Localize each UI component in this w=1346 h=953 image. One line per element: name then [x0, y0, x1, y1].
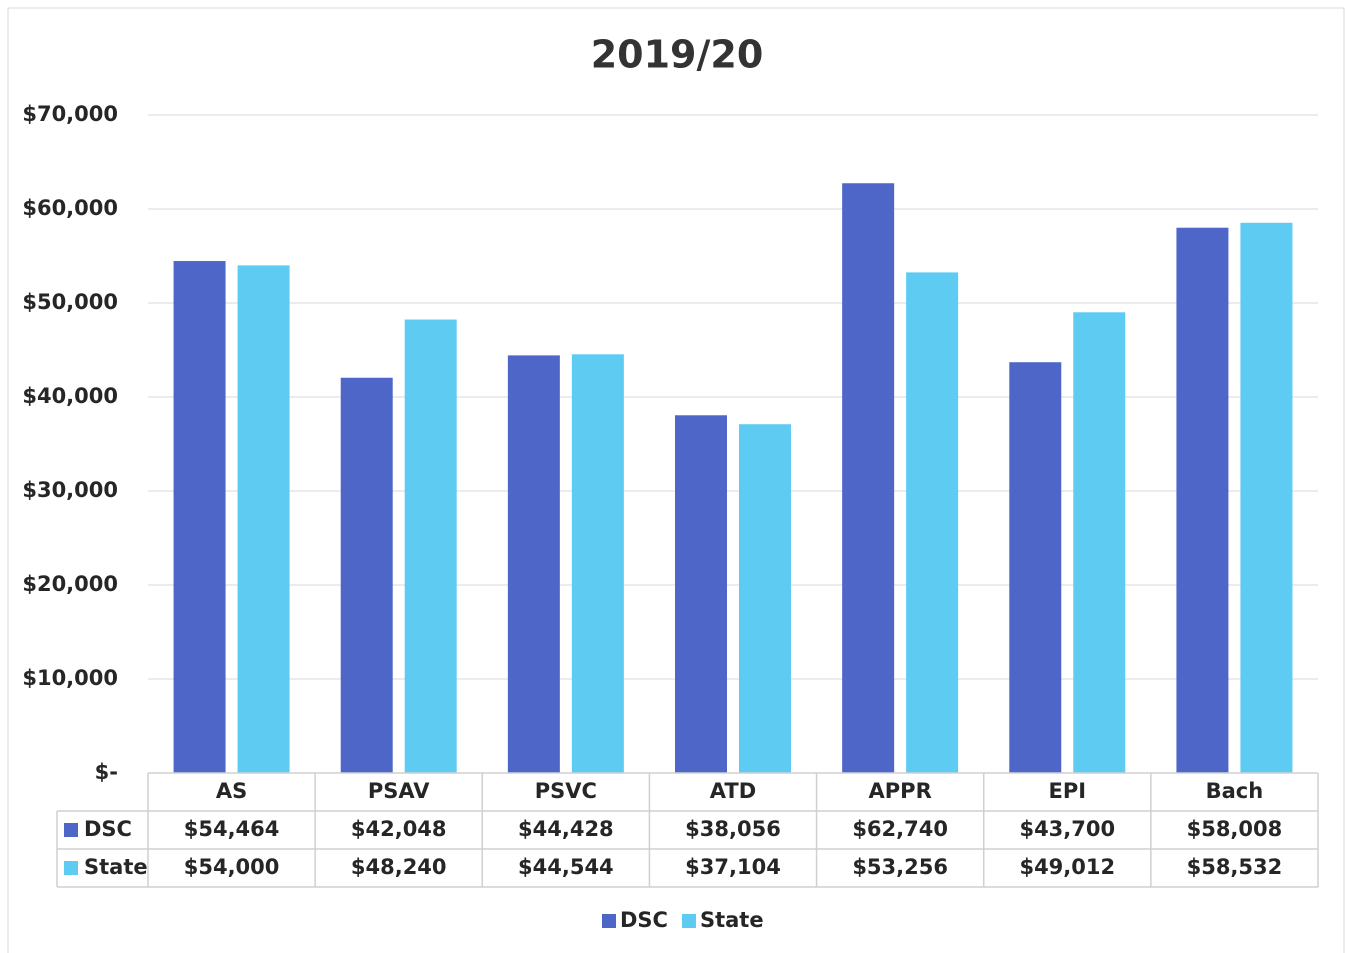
legend-label: DSC [620, 908, 668, 932]
chart-title: 2019/20 [591, 33, 764, 77]
bar [1009, 362, 1062, 773]
y-tick-label: $10,000 [22, 666, 118, 690]
data-label: $54,464 [184, 817, 280, 841]
data-label: $58,008 [1187, 817, 1283, 841]
y-tick-label: $20,000 [22, 572, 118, 596]
data-label: $43,700 [1019, 817, 1115, 841]
data-label: $42,048 [351, 817, 447, 841]
y-tick-label: $40,000 [22, 384, 118, 408]
legend-label: State [700, 908, 764, 932]
x-tick-label: Bach [1206, 779, 1264, 803]
x-tick-label: EPI [1049, 779, 1087, 803]
bar [906, 272, 959, 773]
x-tick-label: PSVC [535, 779, 597, 803]
bar [404, 319, 457, 773]
data-label: $54,000 [184, 855, 280, 879]
bar [1176, 227, 1229, 773]
y-tick-label: $50,000 [22, 290, 118, 314]
x-tick-label: PSAV [368, 779, 430, 803]
bar [1240, 222, 1293, 773]
table-legend-key [64, 823, 78, 837]
data-label: $53,256 [852, 855, 948, 879]
table-row-label: DSC [84, 817, 132, 841]
y-tick-label: $30,000 [22, 478, 118, 502]
x-tick-label: APPR [869, 779, 932, 803]
bar [340, 377, 393, 773]
table-legend-key [64, 861, 78, 875]
data-label: $44,428 [518, 817, 614, 841]
legend-key [602, 914, 616, 928]
bar [739, 424, 791, 773]
bar [571, 354, 624, 773]
x-tick-label: ATD [710, 779, 756, 803]
bar [842, 183, 895, 773]
bar [507, 355, 560, 773]
bar [237, 265, 290, 773]
y-tick-label: $60,000 [22, 196, 118, 220]
y-tick-label: $- [95, 760, 118, 784]
data-label: $58,532 [1187, 855, 1283, 879]
bar [675, 415, 727, 773]
chart-border [7, 7, 1345, 953]
bar [173, 261, 226, 773]
data-label: $62,740 [852, 817, 948, 841]
y-tick-label: $70,000 [22, 102, 118, 126]
data-label: $48,240 [351, 855, 447, 879]
x-tick-label: AS [216, 779, 247, 803]
data-label: $49,012 [1019, 855, 1115, 879]
legend-key [681, 914, 696, 928]
data-label: $37,104 [685, 855, 781, 879]
data-label: $38,056 [685, 817, 781, 841]
table-row-label: State [84, 855, 148, 879]
data-label: $44,544 [518, 855, 614, 879]
bar [1073, 312, 1126, 773]
